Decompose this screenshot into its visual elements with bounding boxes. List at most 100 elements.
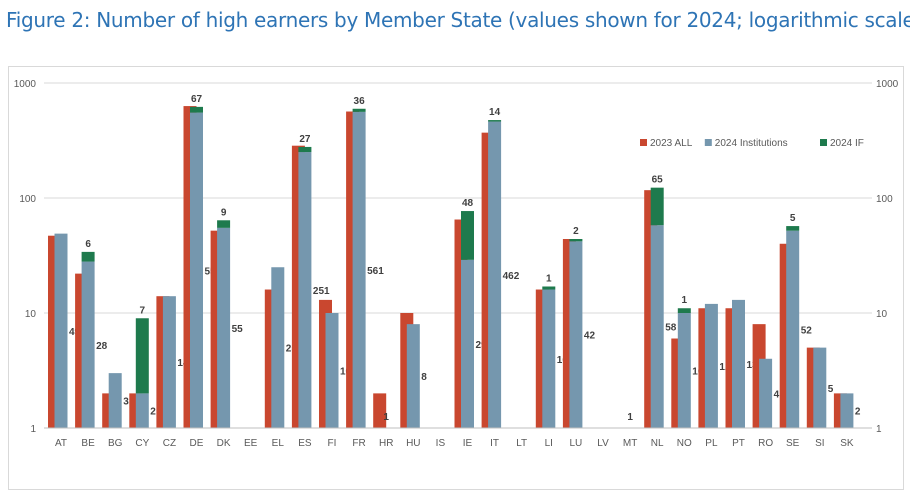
bar-2024-if bbox=[217, 220, 231, 228]
bar-2024-if bbox=[352, 108, 366, 112]
bar-2024-if bbox=[542, 286, 556, 290]
data-label-2024-institutions: 14 bbox=[177, 358, 189, 369]
data-label-2024-institutions: 4 bbox=[774, 389, 780, 400]
data-label-2024-institutions: 42 bbox=[584, 331, 596, 342]
bar-2024-if bbox=[786, 226, 800, 231]
x-tick-label: PL bbox=[705, 438, 718, 449]
y-tick-label-right: 1000 bbox=[876, 79, 899, 90]
data-label-2024-institutions: 2 bbox=[855, 407, 861, 418]
data-label-2024-if: 67 bbox=[191, 94, 203, 105]
y-tick-label-right: 10 bbox=[876, 309, 888, 320]
bar-2024-if bbox=[190, 106, 203, 113]
x-tick-label: EE bbox=[244, 438, 258, 449]
data-label-2024-institutions: 25 bbox=[286, 344, 298, 355]
x-tick-label: IS bbox=[436, 438, 446, 449]
x-tick-label: MT bbox=[623, 438, 637, 449]
bar-2024-institutions bbox=[759, 358, 773, 428]
data-label-2024-if: 7 bbox=[140, 305, 146, 316]
y-tick-label-left: 100 bbox=[19, 194, 36, 205]
data-label-2024-institutions: 58 bbox=[665, 323, 677, 334]
data-label-2024-institutions: 16 bbox=[557, 355, 569, 366]
x-tick-label: BG bbox=[108, 438, 123, 449]
y-tick-label-right: 100 bbox=[876, 194, 893, 205]
bar-2024-institutions bbox=[840, 393, 854, 428]
data-label-2024-if: 1 bbox=[546, 273, 552, 284]
bar-2024-if bbox=[81, 251, 95, 262]
data-label-2024-institutions: 13 bbox=[747, 360, 759, 371]
bar-2024-institutions bbox=[461, 259, 474, 428]
data-label-2024-institutions: 1 bbox=[383, 412, 389, 423]
x-tick-label: AT bbox=[55, 438, 67, 449]
bar-2023-all bbox=[373, 393, 387, 428]
legend-swatch bbox=[820, 139, 827, 146]
bar-2024-if bbox=[461, 211, 474, 260]
bar-2024-institutions bbox=[135, 393, 149, 428]
x-tick-label: SK bbox=[840, 438, 854, 449]
x-tick-label: LI bbox=[545, 438, 553, 449]
data-label-2024-institutions: 29 bbox=[476, 340, 488, 351]
bar-2024-institutions bbox=[81, 261, 95, 428]
data-label-2024-if: 2 bbox=[573, 226, 579, 237]
bar-2024-institutions bbox=[542, 289, 556, 428]
bar-2024-institutions bbox=[406, 324, 420, 428]
bar-2024-institutions bbox=[54, 233, 68, 428]
chart-frame bbox=[8, 66, 904, 490]
data-label-2024-if: 48 bbox=[462, 198, 474, 209]
bar-2024-institutions bbox=[190, 112, 203, 428]
bar-2024-if bbox=[298, 146, 312, 153]
x-tick-label: HU bbox=[406, 438, 420, 449]
data-label-2024-institutions: 251 bbox=[313, 286, 330, 297]
x-tick-label: BE bbox=[81, 438, 95, 449]
bar-2024-institutions bbox=[217, 227, 231, 428]
x-tick-label: CY bbox=[135, 438, 149, 449]
figure-title: Figure 2: Number of high earners by Memb… bbox=[6, 8, 910, 32]
x-tick-label: PT bbox=[732, 438, 745, 449]
x-tick-label: FI bbox=[328, 438, 337, 449]
bar-2024-institutions bbox=[298, 152, 312, 428]
data-label-2024-institutions: 10 bbox=[340, 367, 352, 378]
x-tick-label: LV bbox=[597, 438, 609, 449]
data-label-2024-institutions: 12 bbox=[719, 362, 731, 373]
x-tick-label: DE bbox=[190, 438, 204, 449]
x-tick-label: LT bbox=[516, 438, 527, 449]
bar-2024-if bbox=[135, 318, 149, 394]
data-label-2024-if: 65 bbox=[652, 175, 664, 186]
x-tick-label: EL bbox=[272, 438, 285, 449]
y-tick-label-left: 1 bbox=[30, 424, 36, 435]
x-tick-label: NL bbox=[651, 438, 664, 449]
data-label-2024-institutions: 10 bbox=[692, 367, 704, 378]
bar-2024-institutions bbox=[108, 373, 122, 428]
data-label-2024-if: 14 bbox=[489, 107, 501, 118]
data-label-2024-if: 27 bbox=[299, 134, 311, 145]
bar-2024-if bbox=[488, 120, 502, 122]
x-tick-label: IT bbox=[490, 438, 499, 449]
data-label-2024-if: 6 bbox=[85, 239, 91, 250]
bar-2024-if bbox=[650, 187, 664, 226]
data-label-2024-institutions: 49 bbox=[69, 327, 81, 338]
bar-2024-institutions bbox=[569, 241, 583, 428]
data-label-2024-if: 1 bbox=[682, 295, 688, 306]
x-tick-label: FR bbox=[352, 438, 365, 449]
legend-swatch bbox=[640, 139, 647, 146]
data-label-2024-institutions: 5 bbox=[828, 384, 834, 395]
data-label-2024-institutions: 3 bbox=[123, 397, 129, 408]
data-label-2024-if: 5 bbox=[790, 213, 796, 224]
bar-2024-institutions bbox=[677, 313, 691, 428]
y-tick-label-left: 10 bbox=[25, 309, 37, 320]
bar-2024-institutions bbox=[732, 299, 745, 428]
data-label-2024-institutions: 28 bbox=[96, 341, 108, 352]
bar-2024-institutions bbox=[325, 313, 339, 428]
bar-2024-institutions bbox=[162, 296, 176, 428]
data-label-2024-institutions: 561 bbox=[367, 266, 384, 277]
y-tick-label-right: 1 bbox=[876, 424, 882, 435]
data-label-2024-if: 36 bbox=[354, 96, 366, 107]
x-tick-label: SI bbox=[815, 438, 824, 449]
legend-swatch bbox=[704, 139, 712, 146]
bar-2024-institutions bbox=[352, 111, 366, 429]
bar-2024-institutions bbox=[704, 303, 718, 428]
bar-2024-institutions bbox=[813, 347, 827, 428]
data-label-2024-institutions: 8 bbox=[421, 372, 427, 383]
data-label-2024-institutions: 55 bbox=[232, 324, 244, 335]
x-tick-label: IE bbox=[463, 438, 473, 449]
